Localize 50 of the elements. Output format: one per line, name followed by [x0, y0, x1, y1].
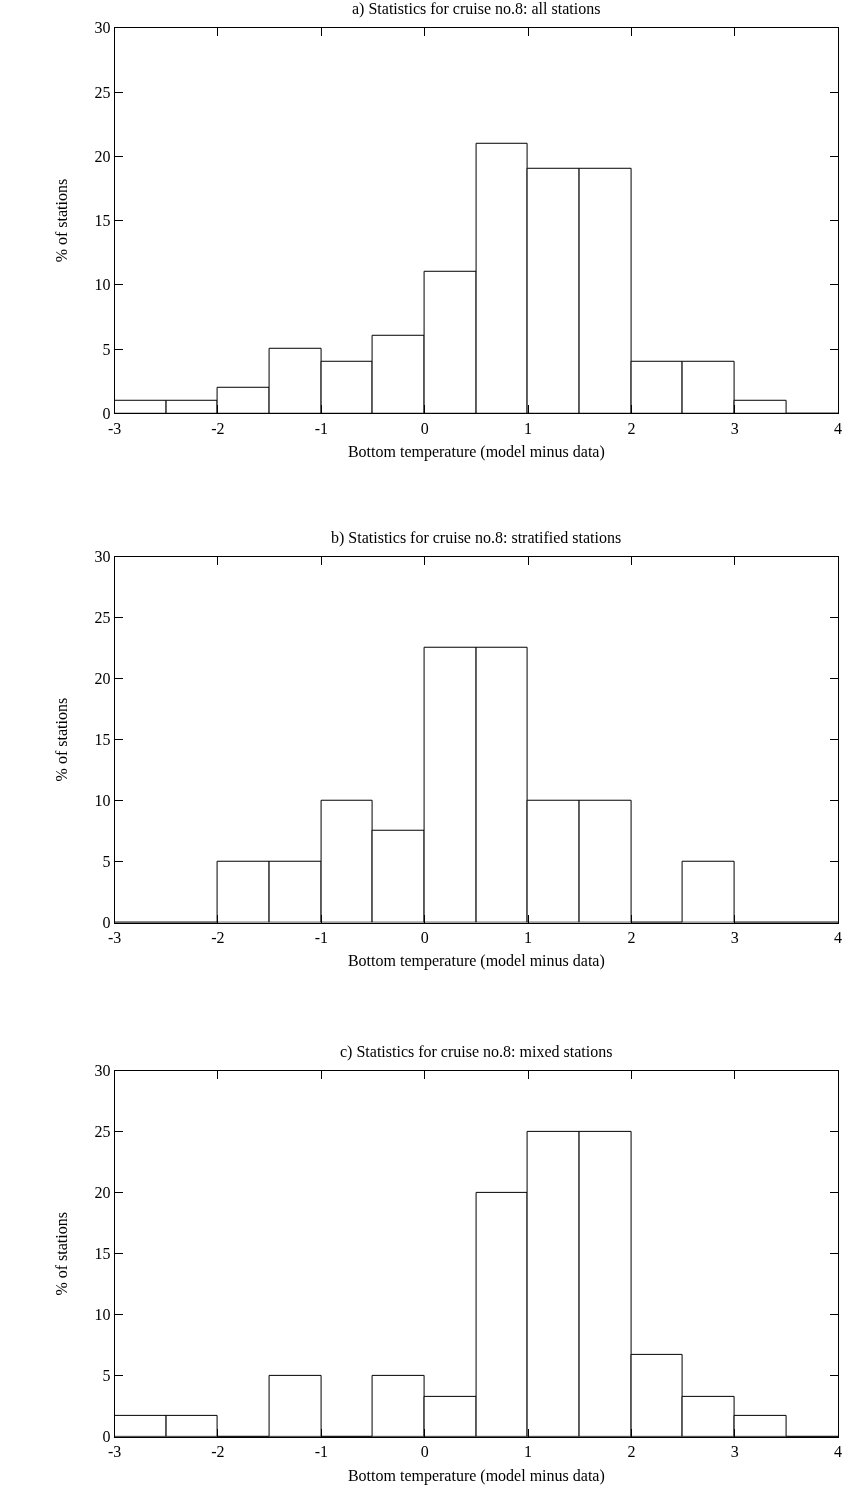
x-tick-label: -2 [211, 1442, 225, 1460]
x-tick-label: 1 [524, 1442, 533, 1460]
x-tick-label: -1 [314, 928, 328, 946]
y-tick-label: 10 [94, 1306, 111, 1324]
y-tick-label: 25 [94, 609, 111, 627]
chart-title: b) Statistics for cruise no.8: stratified stations [331, 529, 622, 547]
x-tick-label: -3 [107, 419, 122, 437]
x-tick-label: 0 [420, 419, 429, 437]
y-tick-label: 20 [94, 147, 111, 165]
x-tick-label: 0 [420, 1442, 429, 1460]
y-tick-label: 0 [102, 404, 111, 422]
y-tick-label: 25 [94, 83, 111, 101]
y-tick-label: 30 [94, 548, 111, 566]
y-tick-label: 15 [94, 1245, 111, 1263]
y-tick-label: 30 [94, 19, 111, 37]
chart-title: c) Statistics for cruise no.8: mixed stations [340, 1043, 613, 1061]
x-tick-label: 1 [524, 419, 533, 437]
y-tick-label: 25 [94, 1123, 111, 1141]
y-tick-label: 20 [94, 670, 111, 688]
x-tick-label: 3 [730, 928, 739, 946]
x-tick-label: 2 [627, 928, 636, 946]
x-axis-title: Bottom temperature (model minus data) [347, 443, 605, 462]
y-tick-label: 30 [94, 1062, 111, 1080]
x-tick-label: 2 [627, 1442, 636, 1460]
y-tick-label: 15 [94, 212, 111, 230]
y-axis-title: % of stations [53, 697, 71, 782]
x-tick-label: 2 [627, 419, 636, 437]
y-tick-label: 5 [102, 1367, 111, 1385]
x-tick-label: -2 [211, 419, 225, 437]
chart-title: a) Statistics for cruise no.8: all stations [352, 0, 601, 18]
y-tick-label: 5 [102, 853, 111, 871]
x-tick-label: -1 [314, 1442, 328, 1460]
y-axis-title: % of stations [53, 178, 71, 263]
x-tick-label: 4 [834, 928, 843, 946]
x-tick-label: -1 [314, 419, 328, 437]
x-tick-label: 4 [834, 419, 843, 437]
y-tick-label: 20 [94, 1184, 111, 1202]
x-tick-label: 0 [420, 928, 429, 946]
y-tick-label: 10 [94, 792, 111, 810]
y-tick-label: 5 [102, 340, 111, 358]
x-tick-label: 1 [524, 928, 533, 946]
x-tick-label: 3 [730, 1442, 739, 1460]
x-tick-label: 3 [730, 419, 739, 437]
x-tick-label: 4 [834, 1442, 843, 1460]
x-axis-title: Bottom temperature (model minus data) [347, 952, 605, 971]
y-tick-label: 15 [94, 731, 111, 749]
x-axis-title: Bottom temperature (model minus data) [347, 1466, 605, 1485]
y-tick-label: 10 [94, 276, 111, 294]
y-axis-title: % of stations [53, 1212, 71, 1296]
x-tick-label: -2 [211, 928, 225, 946]
